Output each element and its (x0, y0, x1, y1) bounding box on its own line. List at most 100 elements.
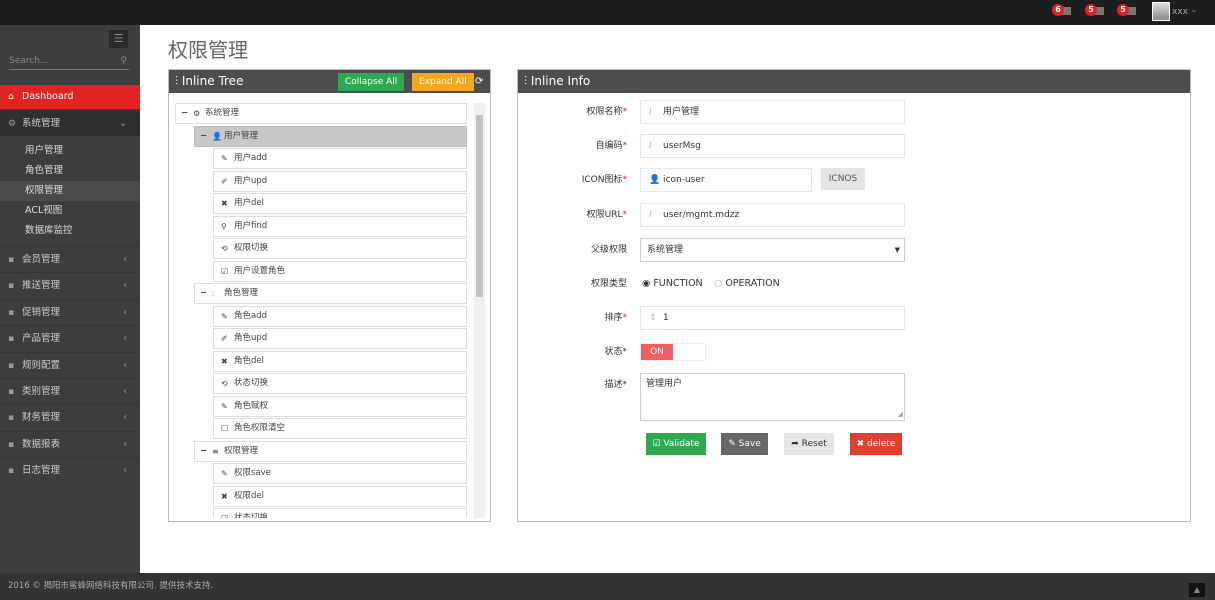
sidebar-item-dashboard[interactable]: ⌂ Dashboard (0, 85, 140, 109)
tree-leaf-node[interactable]: ☑ 用户设置角色 (213, 260, 467, 282)
tree-leaf-node[interactable]: ☐ 角色权限清空 (213, 418, 467, 439)
search-input[interactable]: Search... ⚲ (9, 56, 129, 70)
bar-chart-icon: ▪ (8, 439, 15, 450)
chevron-down-icon[interactable]: ⌄ (1190, 5, 1198, 15)
refresh-icon[interactable]: ⟳ (475, 76, 484, 87)
menu-toggle-icon[interactable]: ☰ (109, 30, 128, 48)
icons-button[interactable]: ICNOS (821, 168, 865, 190)
tree-leaf-node[interactable]: ✐ 角色upd (213, 328, 467, 349)
tree-leaf-node[interactable]: ✐ 用户upd (213, 170, 467, 192)
collapse-toggle-icon[interactable]: − (200, 130, 208, 141)
tree-leaf-node[interactable]: ✎ 权限save (213, 463, 467, 484)
sidebar-sub-item[interactable]: ACL视图 (25, 205, 63, 216)
check-square-icon: ☑ (652, 439, 664, 449)
sidebar-sub-item[interactable]: 用户管理 (25, 145, 64, 156)
expand-all-button[interactable]: Expand All (412, 73, 474, 91)
node-icon: ✖ (221, 199, 228, 208)
sidebar-sub-item-active[interactable]: 权限管理 (0, 181, 140, 201)
sidebar-sub-item[interactable]: 角色管理 (25, 165, 64, 176)
permission-tree: − ⚙ 系统管理 − 👤 用户管理 ✎ 用户add ✐ 用户upd ✖ 用户del ⚲ 用户find ⟲ 权限… (175, 103, 468, 518)
user-name[interactable]: xxx (1172, 7, 1188, 17)
resize-handle-icon[interactable]: ◢ (897, 410, 903, 418)
pencil-icon: ▪ (8, 307, 15, 318)
node-icon: ✖ (221, 356, 228, 366)
node-icon: ⟲ (221, 244, 228, 253)
tree-leaf-node[interactable]: ✎ 角色add (213, 305, 467, 327)
node-icon: ☐ (221, 424, 229, 433)
sidebar-item-section[interactable]: ▪ 日志管理 ‹ (0, 457, 140, 483)
radio-operation[interactable]: ○ OPERATION (714, 278, 780, 289)
footer: 2016 © 揭阳市蜜蜂网络科技有限公司. 提供技术支持. ▲ (0, 573, 1215, 600)
sidebar-item-section[interactable]: ▪ 产品管理 ‹ (0, 325, 140, 351)
sidebar-item-section[interactable]: ▪ 数据报表 ‹ (0, 430, 140, 457)
scroll-to-top-icon[interactable]: ▲ (1189, 583, 1205, 597)
caret-down-icon: ▼ (894, 246, 900, 254)
collapse-all-button[interactable]: Collapse All (338, 73, 405, 91)
cogs-icon: ⚙ (8, 119, 17, 129)
node-icon: ✐ (221, 334, 228, 343)
chevron-left-icon: ‹ (123, 280, 127, 292)
notification-inbox[interactable]: 5 (1085, 4, 1109, 18)
pencil-icon: ✎ (728, 439, 739, 449)
node-icon: 👤 (212, 131, 222, 141)
sidebar-sub-item[interactable]: 数据库监控 (25, 225, 73, 236)
page-title: 权限管理 (168, 38, 248, 62)
chevron-left-icon: ‹ (123, 306, 127, 318)
status-toggle[interactable]: ON (640, 343, 706, 361)
tree-folder-node[interactable]: − ⫶ 角色管理 (194, 283, 467, 304)
notification-alerts[interactable]: 6 (1052, 4, 1076, 18)
sidebar-item-section[interactable]: ▪ 财务管理 ‹ (0, 404, 140, 430)
sidebar-item-system[interactable]: ⚙ 系统管理 ⌄ (0, 110, 140, 136)
chevron-left-icon: ‹ (123, 465, 127, 477)
tree-leaf-node[interactable]: ⟲ 权限切换 (213, 238, 467, 259)
sidebar-item-section[interactable]: ▪ 会员管理 ‹ (0, 246, 140, 272)
reset-button[interactable]: ➦ Reset (784, 433, 834, 455)
sidebar-item-section[interactable]: ▪ 类别管理 ‹ (0, 378, 140, 404)
tree-leaf-node[interactable]: ✎ 角色赋权 (213, 395, 467, 417)
share-icon: ➦ (791, 439, 802, 449)
tree-leaf-node[interactable]: ✖ 角色del (213, 350, 467, 372)
tree-leaf-node[interactable]: ✖ 用户del (213, 193, 467, 214)
tree-scrollbar[interactable] (474, 103, 485, 518)
warning-icon (1061, 7, 1071, 15)
collapse-toggle-icon[interactable]: − (200, 288, 208, 298)
search-icon[interactable]: ⚲ (120, 56, 127, 66)
tree-leaf-node[interactable]: ⟲ 状态切换 (213, 373, 467, 394)
sidebar-item-section[interactable]: ▪ 规则配置 ‹ (0, 351, 140, 378)
collapse-toggle-icon[interactable]: − (200, 445, 208, 456)
tree-leaf-node[interactable]: ✖ 权限del (213, 485, 467, 507)
scrollbar-thumb[interactable] (476, 115, 483, 297)
parent-select[interactable]: 系统管理 ▼ (640, 238, 905, 262)
tree-folder-node[interactable]: − 👤 用户管理 (194, 125, 467, 147)
sidebar: ☰ Search... ⚲ ⌂ Dashboard ⚙ 系统管理 ⌄ 用户管理 角色管理… (0, 25, 140, 573)
text-cursor-icon: I (649, 210, 652, 220)
order-input[interactable]: ⇕ 1 (640, 306, 905, 330)
tree-leaf-node[interactable]: ✎ 用户add (213, 148, 467, 169)
tree-folder-node[interactable]: − ≡ 权限管理 (194, 440, 467, 462)
icon-input[interactable]: 👤 icon-user (640, 168, 812, 192)
description-textarea[interactable]: 管理用户 ◢ (640, 373, 905, 421)
tree-leaf-node[interactable]: ⚲ 用户find (213, 215, 467, 237)
tasks-icon (1126, 7, 1136, 15)
avatar[interactable] (1152, 2, 1170, 21)
top-bar: 6 5 5 xxx ⌄ (0, 0, 1215, 25)
info-panel-header: ⫶ Inline Info (518, 70, 1190, 93)
collapse-toggle-icon[interactable]: − (181, 108, 189, 118)
validate-button[interactable]: ☑ Validate (646, 433, 706, 455)
list-icon: ▪ (8, 387, 15, 397)
tree-leaf-node[interactable]: ☑状态切换 (213, 508, 467, 518)
text-cursor-icon: I (649, 107, 652, 117)
tree-folder-node[interactable]: − ⚙ 系统管理 (175, 103, 467, 124)
sort-icon: ⇕ (649, 313, 657, 323)
radio-function[interactable]: ◉ FUNCTION (642, 278, 703, 289)
notification-tasks[interactable]: 5 (1117, 4, 1141, 18)
save-button[interactable]: ✎ Save (721, 433, 768, 455)
sidebar-item-section[interactable]: ▪ 推送管理 ‹ (0, 272, 140, 298)
delete-button[interactable]: ✖ delete (850, 433, 902, 455)
sidebar-item-section[interactable]: ▪ 促销管理 ‹ (0, 298, 140, 325)
permission-name-input[interactable]: I 用户管理 (640, 100, 905, 124)
user-icon: ▪ (8, 255, 15, 265)
chevron-left-icon: ‹ (123, 412, 127, 424)
